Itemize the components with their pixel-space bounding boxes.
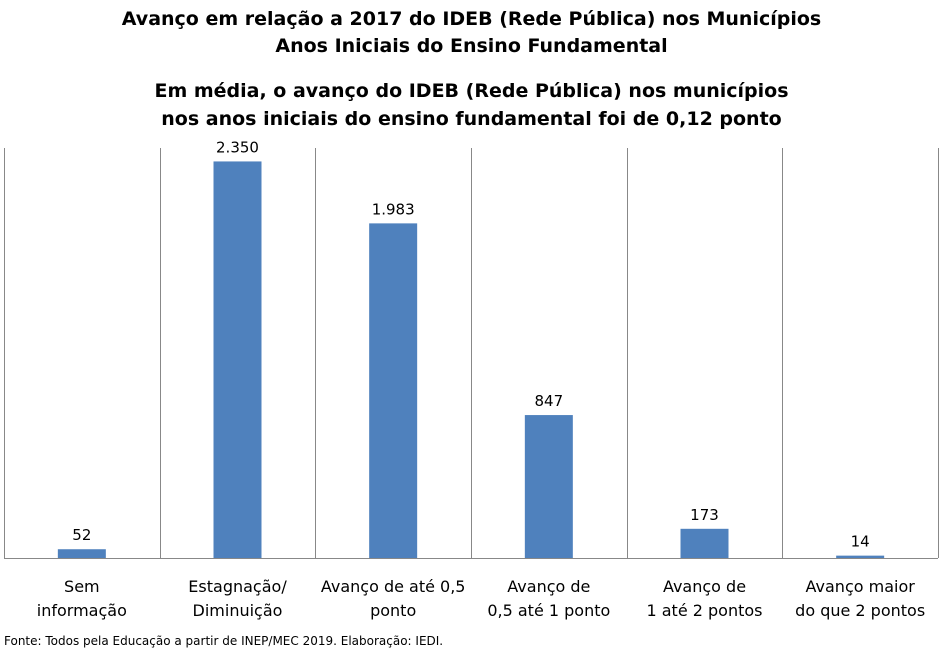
bar-2 <box>369 223 418 558</box>
category-label-1-line-0: Estagnação/ <box>188 577 287 596</box>
value-label-5: 14 <box>851 533 870 551</box>
source-note: Fonte: Todos pela Educação a partir de I… <box>4 634 444 648</box>
category-dividers <box>4 148 939 558</box>
bar-4 <box>680 528 729 558</box>
category-label-5-line-1: do que 2 pontos <box>795 601 925 620</box>
chart-subtitle-line-2: nos anos iniciais do ensino fundamental … <box>161 108 782 130</box>
category-label-2-line-1: ponto <box>370 601 416 620</box>
category-labels-group: Sem informação Estagnação/Diminuição Avanço… <box>37 577 925 620</box>
category-label-4-line-0: Avanço de <box>663 577 746 596</box>
category-label-3-line-1: 0,5 até 1 ponto <box>487 601 610 620</box>
value-label-4: 173 <box>690 506 719 524</box>
chart-title-line-1: Avanço em relação a 2017 do IDEB (Rede P… <box>121 8 822 30</box>
category-label-0-line-0: Sem <box>64 577 100 596</box>
bar-5 <box>836 555 885 558</box>
value-labels-group: 52 2.350 1.983 847 173 14 <box>72 138 869 550</box>
chart-subtitle-line-1: Em média, o avanço do IDEB (Rede Pública… <box>154 80 789 102</box>
value-label-2: 1.983 <box>372 200 415 218</box>
chart-title-line-2: Anos Iniciais do Ensino Fundamental <box>275 35 668 57</box>
category-label-3-line-0: Avanço de <box>507 577 590 596</box>
bars-group <box>57 161 885 558</box>
category-label-2-line-0: Avanço de até 0,5 <box>321 577 466 596</box>
value-label-1: 2.350 <box>216 138 259 156</box>
category-label-5-line-0: Avanço maior <box>806 577 916 596</box>
chart-title: Avanço em relação a 2017 do IDEB (Rede P… <box>0 6 943 60</box>
category-label-1-line-1: Diminuição <box>193 601 283 620</box>
category-label-0-line-1: informação <box>37 601 127 620</box>
value-label-0: 52 <box>72 526 91 544</box>
value-label-3: 847 <box>535 392 564 410</box>
bar-1 <box>213 161 262 558</box>
category-label-4-line-1: 1 até 2 pontos <box>646 601 762 620</box>
bar-0 <box>57 549 106 558</box>
bar-3 <box>524 415 573 558</box>
chart-subtitle: Em média, o avanço do IDEB (Rede Pública… <box>0 77 943 133</box>
